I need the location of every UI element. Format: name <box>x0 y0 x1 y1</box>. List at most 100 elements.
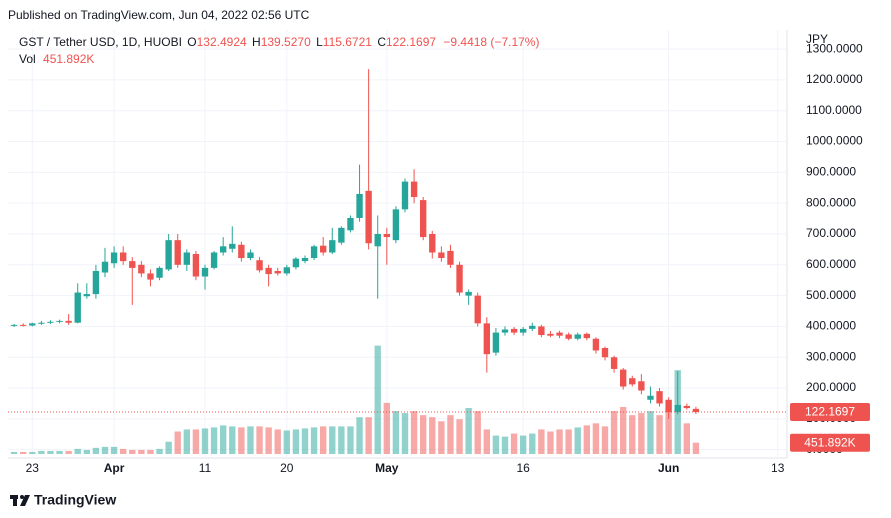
candle-body <box>638 381 645 391</box>
y-tick-label: 800.0000 <box>806 195 856 209</box>
x-tick-label: 13 <box>771 461 785 475</box>
volume-bar <box>520 435 527 454</box>
change-value: −9.4418 (−7.17%) <box>443 35 539 49</box>
volume-bar <box>210 427 218 454</box>
volume-bar <box>301 428 309 454</box>
grid <box>8 30 787 458</box>
volume-bar <box>601 426 609 454</box>
candle-body <box>601 348 609 358</box>
volume-bar <box>492 435 500 454</box>
candle-body <box>692 408 700 413</box>
candle-body <box>247 252 254 259</box>
candle-body <box>656 391 663 404</box>
candle-body <box>38 322 45 324</box>
volume-bar <box>401 413 409 454</box>
candle-body <box>229 243 236 249</box>
volume-bar <box>47 450 54 454</box>
candle-body <box>274 270 281 274</box>
volume-bar <box>320 426 327 454</box>
candle-body <box>110 252 118 264</box>
x-tick-label: 20 <box>280 461 294 475</box>
volume-bar <box>647 411 654 454</box>
volume-bar <box>556 429 563 454</box>
candle-body <box>29 323 36 326</box>
volume-bar <box>565 429 572 454</box>
volume-tag <box>790 433 870 452</box>
volume-bar <box>665 411 672 454</box>
volume-bar <box>501 436 509 454</box>
candle-body <box>592 338 600 351</box>
volume-bar <box>283 430 290 454</box>
candle-body <box>365 190 372 244</box>
candle-body <box>256 260 263 271</box>
candle-body <box>220 246 227 253</box>
volume-bar <box>338 426 345 454</box>
candle-body <box>56 320 63 322</box>
volume-bar <box>265 427 272 454</box>
low-letter: L <box>316 35 323 49</box>
candle-body <box>683 405 690 409</box>
open-value: 132.4924 <box>197 35 247 49</box>
y-tick-label: 1100.0000 <box>806 103 862 117</box>
candle-body <box>474 295 481 324</box>
candle-body <box>620 369 627 387</box>
volume-bar <box>438 421 445 454</box>
candle-body <box>538 326 545 336</box>
volume-bar <box>165 441 172 454</box>
candle-body <box>120 252 127 262</box>
candle-body <box>47 321 54 323</box>
candle-body <box>429 233 436 253</box>
volume-bar <box>138 449 145 454</box>
candle-body <box>410 181 418 198</box>
brand-logo <box>10 495 30 506</box>
high-letter: H <box>252 35 261 49</box>
candle-body <box>329 240 336 253</box>
volume-bar <box>529 433 536 454</box>
candle-body <box>420 200 427 238</box>
volume-bar <box>10 451 18 454</box>
volume-bar <box>656 415 663 454</box>
candle-body <box>165 240 172 270</box>
y-tick-label: 1000.0000 <box>806 134 863 148</box>
candle-body <box>292 258 300 268</box>
volume-bar <box>483 429 490 454</box>
candle-body <box>265 267 272 275</box>
candle-body <box>147 273 154 280</box>
last-price-tag <box>790 403 870 422</box>
candle-body <box>520 328 527 333</box>
y-tick-label: 200.0000 <box>806 380 856 394</box>
candle-body <box>10 324 18 326</box>
volume-bar <box>201 428 209 454</box>
volume-bar <box>629 415 636 454</box>
y-tick-label: 300.0000 <box>806 349 856 363</box>
x-tick-label: 16 <box>517 461 531 475</box>
x-tick-label: Jun <box>658 461 679 475</box>
candle-body <box>238 244 245 259</box>
volume-bar <box>410 411 418 454</box>
axes: 0.0000100.0000200.0000300.0000400.000050… <box>26 41 870 475</box>
y-tick-label: 1200.0000 <box>806 72 863 86</box>
high-value: 139.5270 <box>261 35 311 49</box>
volume-bar <box>156 448 163 454</box>
volume-bar <box>620 406 627 454</box>
volume-bar <box>583 425 590 454</box>
low-value: 115.6721 <box>323 35 372 49</box>
y-tick-label: 400.0000 <box>806 319 856 333</box>
volume-bar <box>174 431 181 454</box>
volume-bar <box>220 425 227 454</box>
volume-bar <box>456 419 463 454</box>
volume-bar <box>256 426 263 454</box>
volume-tag-label: 451.892K <box>804 435 855 449</box>
candle-body <box>20 324 27 326</box>
candle-body <box>83 294 90 297</box>
volume-bar <box>610 411 618 454</box>
candle-body <box>310 246 318 259</box>
volume-bar <box>147 449 154 454</box>
volume-bar <box>465 407 472 454</box>
x-tick-label: 23 <box>26 461 40 475</box>
volume-bar <box>638 413 645 454</box>
candle-body <box>547 333 554 336</box>
y-tick-label: 700.0000 <box>806 226 856 240</box>
volume-bar <box>374 345 381 454</box>
